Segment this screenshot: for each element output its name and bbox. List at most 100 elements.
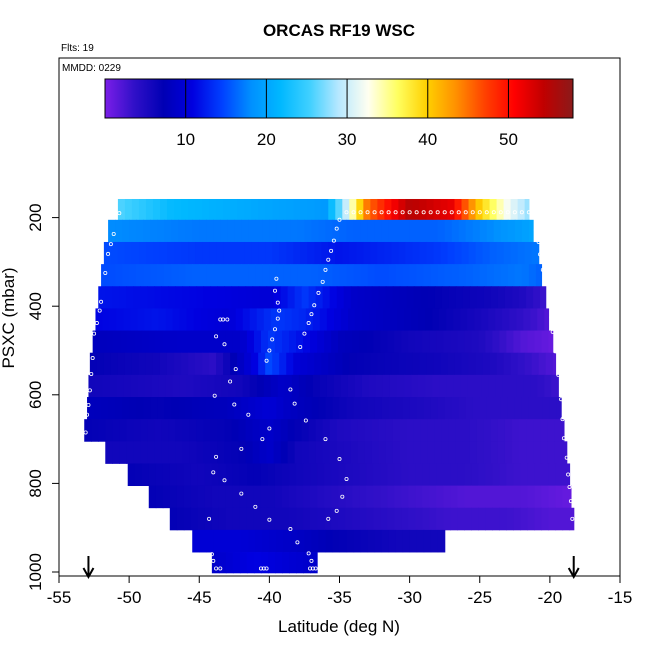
- heatmap-cell: [395, 397, 404, 420]
- heatmap-cell: [211, 485, 220, 509]
- heatmap-cell: [353, 264, 362, 287]
- sample-point: [264, 566, 269, 571]
- heatmap-cell: [182, 286, 191, 309]
- heatmap-cell: [317, 485, 325, 509]
- heatmap-cell: [395, 219, 404, 243]
- heatmap-cell: [395, 529, 404, 553]
- heatmap-cell: [373, 463, 381, 487]
- heatmap-cell: [528, 264, 537, 287]
- heatmap-cell: [189, 419, 198, 442]
- heatmap-cell: [495, 374, 503, 398]
- heatmap-cell: [138, 352, 147, 376]
- heatmap-cell: [206, 397, 214, 420]
- heatmap-cell: [471, 330, 479, 354]
- heatmap-cell: [195, 352, 203, 376]
- heatmap-cell: [218, 485, 227, 509]
- heatmap-cell: [471, 485, 479, 509]
- heatmap-cell: [290, 397, 299, 420]
- heatmap-cell: [296, 330, 304, 354]
- heatmap-cell: [181, 241, 189, 265]
- heatmap-cell: [339, 219, 348, 243]
- colorbar-tick-label: 10: [176, 130, 195, 149]
- sample-point: [498, 210, 503, 215]
- heatmap-cell: [338, 485, 346, 509]
- heatmap-cell: [300, 352, 308, 376]
- heatmap-cell: [227, 397, 235, 420]
- heatmap-cell: [213, 529, 221, 553]
- heatmap-cell: [440, 352, 449, 376]
- heatmap-cell: [409, 219, 418, 243]
- heatmap-cell: [356, 198, 364, 221]
- heatmap-cell: [429, 463, 437, 487]
- heatmap-cell: [509, 374, 517, 398]
- heatmap-cell: [363, 241, 371, 265]
- heatmap-cell: [199, 397, 207, 420]
- heatmap-cell: [507, 219, 516, 243]
- heatmap-cell: [297, 397, 306, 420]
- heatmap-cell: [371, 419, 380, 442]
- heatmap-cell: [263, 308, 272, 331]
- heatmap-cell: [328, 198, 336, 221]
- heatmap-cell: [296, 507, 304, 531]
- sample-point: [239, 491, 244, 496]
- heatmap-cell: [385, 286, 394, 309]
- heatmap-cell: [489, 352, 498, 376]
- heatmap-cell: [225, 463, 234, 487]
- heatmap-cell: [289, 485, 297, 509]
- heatmap-cell: [364, 419, 373, 442]
- heatmap-cell: [252, 441, 261, 464]
- heatmap-cell: [204, 330, 213, 354]
- heatmap-cell: [392, 286, 401, 309]
- sample-point: [225, 317, 230, 322]
- heatmap-cell: [126, 441, 134, 464]
- heatmap-cell: [350, 419, 359, 442]
- heatmap-cell: [234, 264, 242, 287]
- heatmap-cell: [304, 264, 313, 287]
- heatmap-cell: [274, 463, 283, 487]
- heatmap-band: [89, 352, 557, 376]
- heatmap-cell: [182, 441, 191, 464]
- heatmap-cell: [416, 529, 425, 553]
- heatmap-cell: [310, 507, 318, 531]
- heatmap-cell: [174, 352, 182, 376]
- heatmap-cell: [248, 397, 256, 420]
- y-tick-label: 600: [26, 381, 45, 409]
- heatmap-cell: [280, 419, 289, 442]
- heatmap-cell: [478, 463, 486, 487]
- heatmap-cell: [224, 419, 233, 442]
- heatmap-cell: [108, 219, 116, 243]
- heatmap-cell: [192, 397, 200, 420]
- heatmap-cell: [147, 419, 155, 442]
- heatmap-cell: [248, 529, 256, 553]
- heatmap-cell: [352, 507, 360, 531]
- heatmap-cell: [290, 529, 299, 553]
- heatmap-cell: [429, 330, 437, 354]
- heatmap-cell: [375, 308, 384, 331]
- heatmap-cell: [554, 419, 562, 442]
- heatmap-cell: [244, 352, 252, 376]
- heatmap-cell: [283, 264, 292, 287]
- heatmap-cell: [140, 286, 148, 309]
- heatmap-cell: [98, 286, 106, 309]
- heatmap-cell: [338, 330, 346, 354]
- heatmap-cell: [223, 241, 231, 265]
- heatmap-cell: [260, 552, 269, 574]
- sample-point: [536, 239, 541, 244]
- heatmap-cell: [213, 264, 221, 287]
- heatmap-cell: [279, 352, 287, 376]
- heatmap-cell: [411, 308, 419, 331]
- heatmap-cell: [263, 374, 272, 398]
- heatmap-cell: [555, 463, 564, 487]
- heatmap-cell: [514, 397, 523, 420]
- heatmap-cell: [497, 286, 506, 309]
- heatmap-cell: [259, 419, 268, 442]
- heatmap-cell: [415, 330, 423, 354]
- heatmap-cell: [321, 241, 329, 265]
- heatmap-cell: [332, 264, 341, 287]
- heatmap-cell: [120, 330, 129, 354]
- heatmap-cell: [279, 198, 287, 221]
- heatmap-cell: [269, 397, 277, 420]
- heatmap-cell: [269, 264, 277, 287]
- heatmap-cell: [502, 374, 510, 398]
